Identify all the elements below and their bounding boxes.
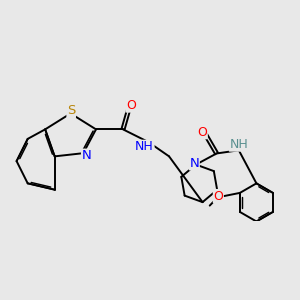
Text: O: O [197,126,207,139]
Text: O: O [213,190,223,202]
Text: O: O [126,99,136,112]
Text: NH: NH [230,138,248,151]
Text: NH: NH [135,140,154,153]
Text: N: N [190,157,199,170]
Text: S: S [67,104,75,117]
Text: N: N [82,149,91,162]
